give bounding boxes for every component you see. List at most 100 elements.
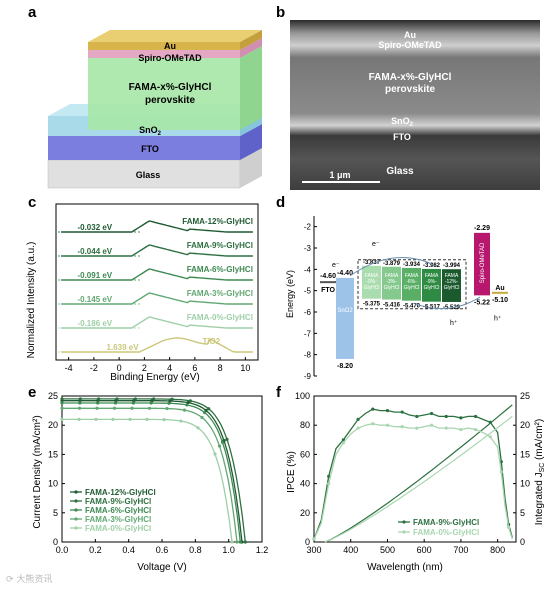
e-jv-marker-3-24: [130, 406, 134, 410]
f-ipce-marker-1-22: [474, 427, 478, 432]
c-xtick-label-0: -4: [65, 363, 73, 373]
d-sno2-vb: -8.20: [337, 363, 353, 370]
d-electron-label-2: e⁻: [332, 262, 340, 269]
ups-spectra-chart: Normalized Intensity (a.u.) Binding Ener…: [26, 203, 259, 383]
c-series-label-5: TiO2: [202, 337, 220, 346]
f-xtick-label-3: 600: [417, 545, 432, 555]
f-ipce-marker-1-12: [400, 425, 404, 429]
f-y2label: Integrated JSC (mA/cm²): [534, 419, 546, 525]
d-spiro-homo: -5.22: [474, 299, 490, 306]
d-perov-cb-2: -3.934: [403, 262, 421, 268]
e-jv-marker-4-0: [60, 417, 64, 421]
c-spectrum-5: [61, 337, 253, 353]
d-perov-band-3: [422, 268, 441, 302]
e-xtick-label-5: 1.0: [222, 545, 235, 555]
f-ipce-marker-1-16: [429, 423, 434, 427]
f-y2tick-label-3: 15: [520, 449, 530, 459]
e-legend-marker-0: [74, 490, 78, 494]
c-value-label-2: -0.091 eV: [77, 271, 112, 280]
e-jv-marker-1-48: [207, 407, 211, 411]
f-xlabel: Wavelength (nm): [367, 562, 443, 573]
e-xtick-label-3: 0.6: [156, 545, 169, 555]
e-jv-marker-2-0: [60, 401, 64, 405]
c-series-label-0: FAMA-12%-GlyHCl: [182, 217, 253, 226]
e-jv-marker-1-18: [115, 397, 119, 401]
f-ipce-marker-1-2: [327, 482, 331, 486]
e-legend-marker-1: [74, 499, 78, 503]
f-ytick-label-3: 60: [300, 449, 310, 459]
d-perov-cb-3: -3.982: [423, 263, 441, 269]
d-sno2-label: SnO2: [337, 308, 353, 314]
c-series-label-4: FAMA-0%-GlyHCl: [187, 313, 253, 322]
d-perov-name-4-0: FAMA: [445, 273, 459, 279]
e-legend-label-1: FAMA-9%-GlyHCl: [85, 497, 151, 506]
c-value-label-5: 1.639 eV: [107, 343, 140, 352]
layer-label-sno2: SnO2: [139, 125, 162, 137]
e-jv-marker-1-54: [225, 437, 229, 441]
sem-label-spiro: Spiro-OMeTAD: [378, 40, 442, 50]
panel-label-f: f: [276, 384, 281, 401]
d-perov-name-4-1: -12%-: [445, 279, 459, 285]
e-jv-marker-2-18: [113, 401, 118, 405]
e-jv-marker-3-54: [217, 444, 222, 448]
au-layer-top: [88, 30, 262, 42]
c-value-label-3: -0.145 eV: [77, 295, 112, 304]
c-spectrum-2: [61, 268, 253, 281]
c-xtick-label-2: 0: [117, 363, 122, 373]
c-series-label-2: FAMA-6%-GlyHCl: [187, 265, 253, 274]
d-perov-cb-1: -3.879: [383, 261, 401, 267]
e-jv-marker-2-42: [185, 403, 189, 407]
f-y2tick-label-2: 10: [520, 479, 530, 489]
layer-label-perovskite-1: FAMA-x%-GlyHCl: [129, 82, 212, 93]
d-perov-band-2: [402, 267, 421, 301]
f-ipce-marker-0-8: [371, 407, 375, 411]
c-value-label-1: -0.044 eV: [77, 247, 112, 256]
f-ipce-marker-0-18: [444, 414, 448, 419]
f-ipce-marker-1-4: [341, 441, 345, 445]
e-ytick-label-3: 15: [48, 449, 58, 459]
sem-cross-section: Au Spiro-OMeTAD FAMA-x%-GlyHCl perovskit…: [290, 20, 540, 190]
f-ipce-marker-0-4: [341, 438, 345, 442]
e-legend-marker-3: [74, 517, 78, 521]
e-jv-marker-4-30: [145, 417, 149, 421]
device-stack-diagram: Au Spiro-OMeTAD FAMA-x%-GlyHCl perovskit…: [47, 30, 263, 189]
e-jv-marker-1-42: [188, 399, 192, 403]
e-jv-marker-2-12: [96, 401, 100, 405]
f-y2tick-label-1: 5: [520, 508, 525, 518]
d-perov-name-0-2: GlyHCl: [364, 285, 380, 291]
c-xtick-label-5: 6: [192, 363, 197, 373]
f-legend-marker-0: [402, 520, 406, 524]
d-fto-value: -4.60: [320, 273, 336, 280]
e-jv-marker-1-12: [97, 397, 101, 401]
e-xtick-label-0: 0.0: [56, 545, 69, 555]
e-jv-marker-1-60: [243, 540, 247, 544]
e-jv-marker-4-60: [230, 540, 234, 544]
d-perov-box: [357, 259, 467, 310]
d-ytick-label-7: -9: [304, 372, 312, 381]
d-perov-name-2-1: -6%-: [406, 279, 417, 285]
f-ipce-marker-0-10: [385, 409, 390, 413]
f-ytick-label-2: 40: [300, 479, 310, 489]
e-xtick-label-2: 0.4: [122, 545, 135, 555]
d-electron-arrow: [349, 257, 435, 277]
f-legend-marker-1: [402, 530, 406, 534]
sem-label-glass: Glass: [386, 166, 414, 177]
f-ipce-marker-0-22: [474, 414, 478, 419]
layer-label-glass: Glass: [136, 170, 161, 180]
d-perov-band-0: [362, 265, 381, 299]
sem-label-perovskite-2: perovskite: [385, 84, 435, 95]
d-perov-name-1-2: GlyHCl: [384, 285, 400, 291]
c-spectrum-0: [61, 220, 253, 233]
e-ytick-label-4: 20: [48, 420, 58, 430]
e-jv-marker-2-6: [78, 401, 82, 405]
e-jv-marker-2-36: [167, 401, 171, 405]
sem-label-au: Au: [404, 30, 416, 40]
spiro-layer-side: [240, 38, 262, 58]
d-spiro-lumo: -2.29: [474, 225, 490, 232]
f-ipce-marker-0-12: [400, 410, 404, 414]
d-perov-vb-1: -5.416: [383, 303, 401, 309]
f-ipce-marker-0-6: [356, 417, 360, 421]
d-perov-name-3-2: GlyHCl: [424, 285, 440, 291]
e-jv-marker-2-48: [203, 410, 207, 415]
e-jv-marker-4-24: [128, 417, 132, 421]
